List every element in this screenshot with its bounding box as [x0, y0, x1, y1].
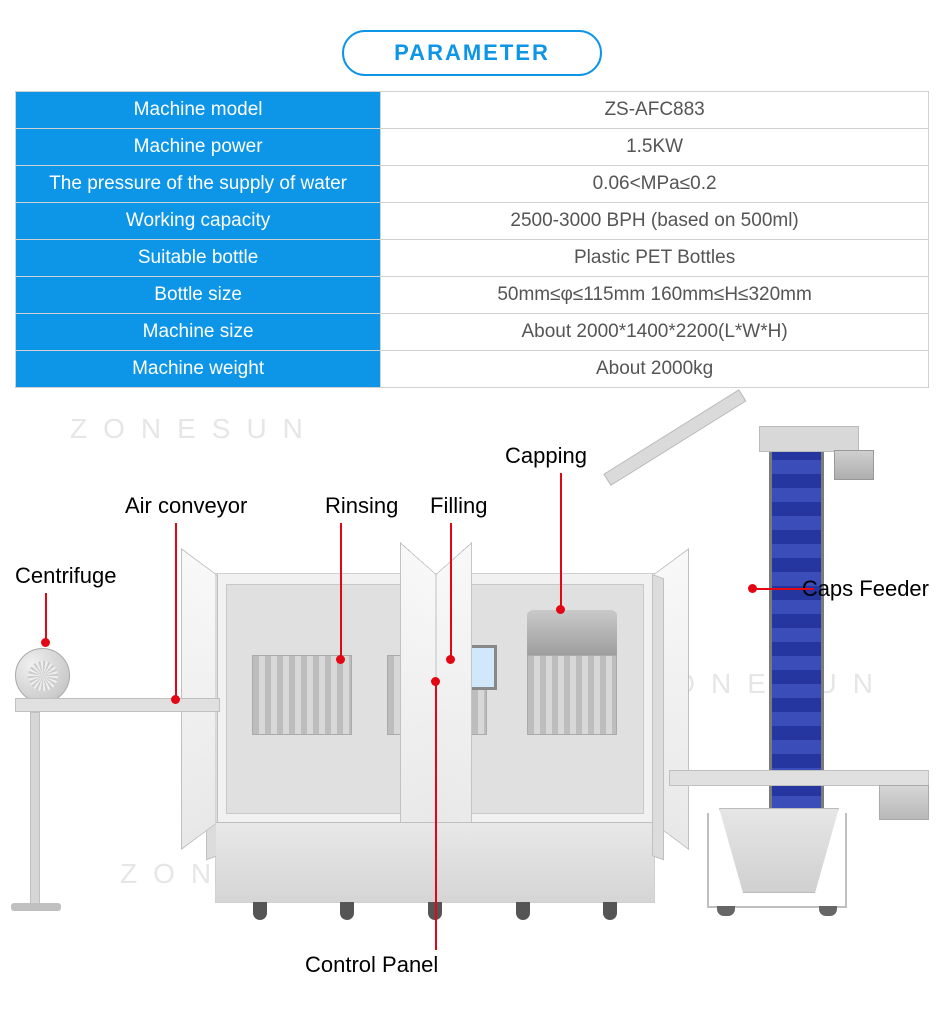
param-label: Suitable bottle: [16, 240, 381, 277]
conveyor-stand: [30, 712, 40, 907]
table-row: Suitable bottlePlastic PET Bottles: [16, 240, 929, 277]
rinsing-carousel: [252, 655, 352, 735]
caps-elevator: [769, 433, 824, 813]
section-title: PARAMETER: [342, 30, 602, 76]
label-caps-feeder: Caps Feeder: [802, 576, 929, 602]
table-row: Working capacity2500-3000 BPH (based on …: [16, 203, 929, 240]
table-row: Machine sizeAbout 2000*1400*2200(L*W*H): [16, 314, 929, 351]
machine-diagram: ZONESUN ZONESUN ZONESUN Centrifuge Air c…: [15, 418, 929, 978]
label-capping: Capping: [505, 443, 587, 469]
param-value: About 2000*1400*2200(L*W*H): [381, 314, 929, 351]
param-label: Machine model: [16, 92, 381, 129]
caps-chute: [603, 389, 746, 486]
leader-line: [450, 523, 452, 658]
param-value: ZS-AFC883: [381, 92, 929, 129]
leader-dot-icon: [336, 655, 345, 664]
table-row: Machine power1.5KW: [16, 129, 929, 166]
output-conveyor: [669, 770, 929, 786]
param-label: The pressure of the supply of water: [16, 166, 381, 203]
capping-head: [527, 610, 617, 655]
param-label: Machine size: [16, 314, 381, 351]
label-control-panel: Control Panel: [305, 952, 438, 978]
param-label: Machine weight: [16, 351, 381, 388]
leader-line: [560, 473, 562, 608]
parameter-table: Machine modelZS-AFC883 Machine power1.5K…: [15, 91, 929, 388]
centrifuge-unit: [15, 648, 70, 703]
table-row: Machine modelZS-AFC883: [16, 92, 929, 129]
parameter-table-body: Machine modelZS-AFC883 Machine power1.5K…: [16, 92, 929, 388]
label-filling: Filling: [430, 493, 487, 519]
param-label: Working capacity: [16, 203, 381, 240]
table-row: Machine weightAbout 2000kg: [16, 351, 929, 388]
caps-tower-header: [759, 426, 859, 452]
caps-motor: [834, 450, 874, 480]
leader-line: [45, 593, 47, 641]
table-row: The pressure of the supply of water0.06<…: [16, 166, 929, 203]
door-mid-right: [436, 542, 472, 856]
label-centrifuge: Centrifuge: [15, 563, 117, 589]
label-air-conveyor: Air conveyor: [125, 493, 247, 519]
table-row: Bottle size50mm≤φ≤115mm 160mm≤H≤320mm: [16, 277, 929, 314]
param-label: Machine power: [16, 129, 381, 166]
leader-dot-icon: [171, 695, 180, 704]
param-value: About 2000kg: [381, 351, 929, 388]
leader-line: [175, 523, 177, 698]
door-right: [654, 548, 689, 850]
leader-line: [435, 683, 437, 950]
param-value: Plastic PET Bottles: [381, 240, 929, 277]
leader-dot-icon: [446, 655, 455, 664]
param-value: 50mm≤φ≤115mm 160mm≤H≤320mm: [381, 277, 929, 314]
brand-watermark: ZONESUN: [70, 413, 319, 445]
leader-dot-icon: [41, 638, 50, 647]
air-conveyor-rail: [15, 698, 220, 712]
leader-line: [754, 588, 814, 590]
capping-carousel: [527, 655, 617, 735]
caps-stand: [707, 813, 847, 908]
param-label: Bottle size: [16, 277, 381, 314]
leader-line: [340, 523, 342, 658]
param-value: 0.06<MPa≤0.2: [381, 166, 929, 203]
param-value: 2500-3000 BPH (based on 500ml): [381, 203, 929, 240]
leader-dot-icon: [748, 584, 757, 593]
leader-dot-icon: [431, 677, 440, 686]
label-rinsing: Rinsing: [325, 493, 398, 519]
param-value: 1.5KW: [381, 129, 929, 166]
output-conveyor-motor: [879, 785, 929, 820]
leader-dot-icon: [556, 605, 565, 614]
